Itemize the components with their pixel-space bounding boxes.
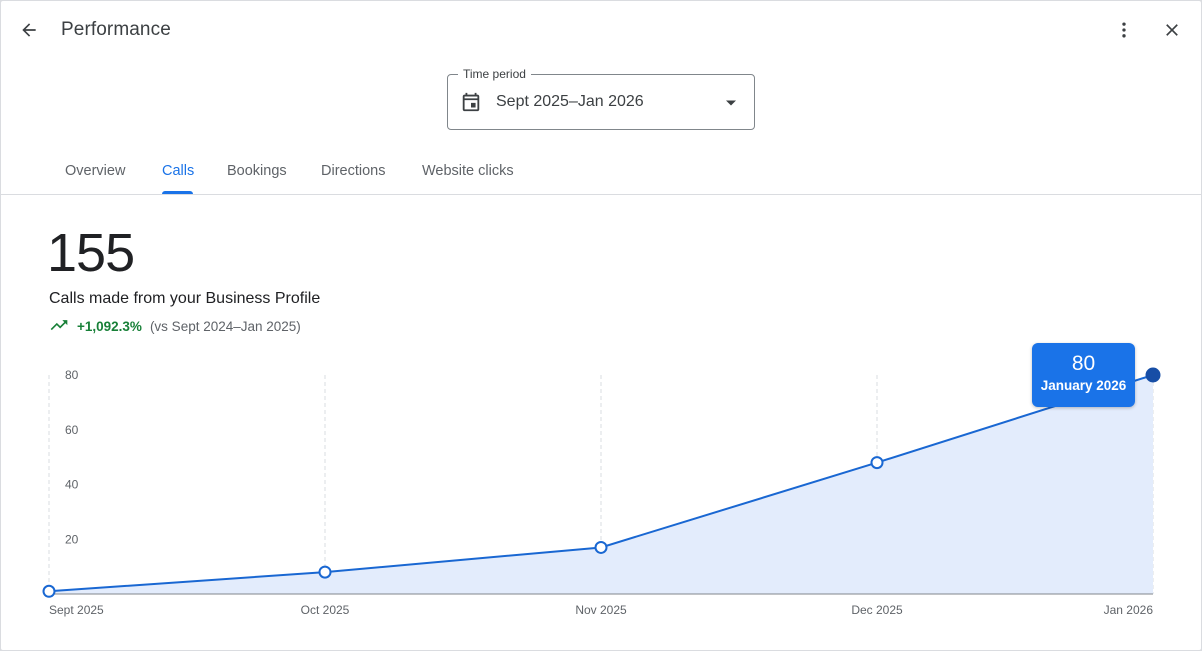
data-point: [42, 584, 56, 598]
more-options-button[interactable]: [1104, 10, 1144, 50]
more-vert-icon: [1122, 22, 1126, 38]
calls-chart: 20 40 60 80 Sept 2025 Oct 2025 Nov 2025 Dec 202…: [42, 367, 1161, 617]
data-point: [594, 540, 608, 554]
y-tick-label: 80: [65, 368, 79, 382]
trending-up-icon: [50, 320, 68, 331]
tab-calls[interactable]: Calls: [162, 163, 195, 179]
tab-bookings[interactable]: Bookings: [227, 163, 287, 179]
x-tick-label: Oct 2025: [301, 603, 350, 617]
area-fill: [49, 375, 1153, 594]
y-tick-label: 20: [65, 532, 79, 546]
chart-tooltip: 80 January 2026: [1032, 343, 1135, 407]
x-tick-label: Sept 2025: [49, 603, 104, 617]
comparison-period: (vs Sept 2024–Jan 2025): [149, 318, 301, 334]
tooltip-value: 80: [1071, 352, 1096, 375]
change-percent: +1,092.3%: [77, 318, 142, 334]
y-tick-label: 40: [65, 478, 79, 492]
tab-bar: Overview Calls Bookings Directions Websi…: [1, 151, 1201, 195]
tab-overview[interactable]: Overview: [65, 163, 126, 179]
y-tick-label: 60: [65, 423, 79, 437]
data-point: [318, 565, 332, 579]
time-period-select[interactable]: Time period Sept 2025–Jan 2026: [447, 67, 755, 130]
x-tick-label: Jan 2026: [1104, 603, 1154, 617]
page-title: Performance: [61, 19, 171, 40]
x-tick-label: Dec 2025: [851, 603, 903, 617]
metric-value: 155: [47, 223, 135, 283]
metric-description: Calls made from your Business Profile: [49, 290, 321, 307]
metric-change: +1,092.3% (vs Sept 2024–Jan 2025): [49, 317, 301, 335]
calendar-icon: [462, 92, 480, 112]
arrow-back-icon: [22, 23, 36, 37]
back-button[interactable]: [9, 10, 49, 50]
close-button[interactable]: [1152, 10, 1192, 50]
tooltip-label: January 2026: [1040, 378, 1127, 393]
time-period-label: Time period: [458, 67, 531, 81]
x-tick-label: Nov 2025: [575, 603, 627, 617]
tab-directions[interactable]: Directions: [321, 163, 386, 179]
active-tab-indicator: [162, 191, 193, 194]
data-point-selected: [1145, 367, 1161, 383]
time-period-value: Sept 2025–Jan 2026: [496, 93, 644, 110]
dropdown-arrow-icon: [726, 100, 736, 106]
tab-website-clicks[interactable]: Website clicks: [422, 163, 514, 179]
top-bar: Performance: [1, 1, 1201, 59]
close-icon: [1166, 24, 1178, 36]
data-point: [870, 456, 884, 470]
